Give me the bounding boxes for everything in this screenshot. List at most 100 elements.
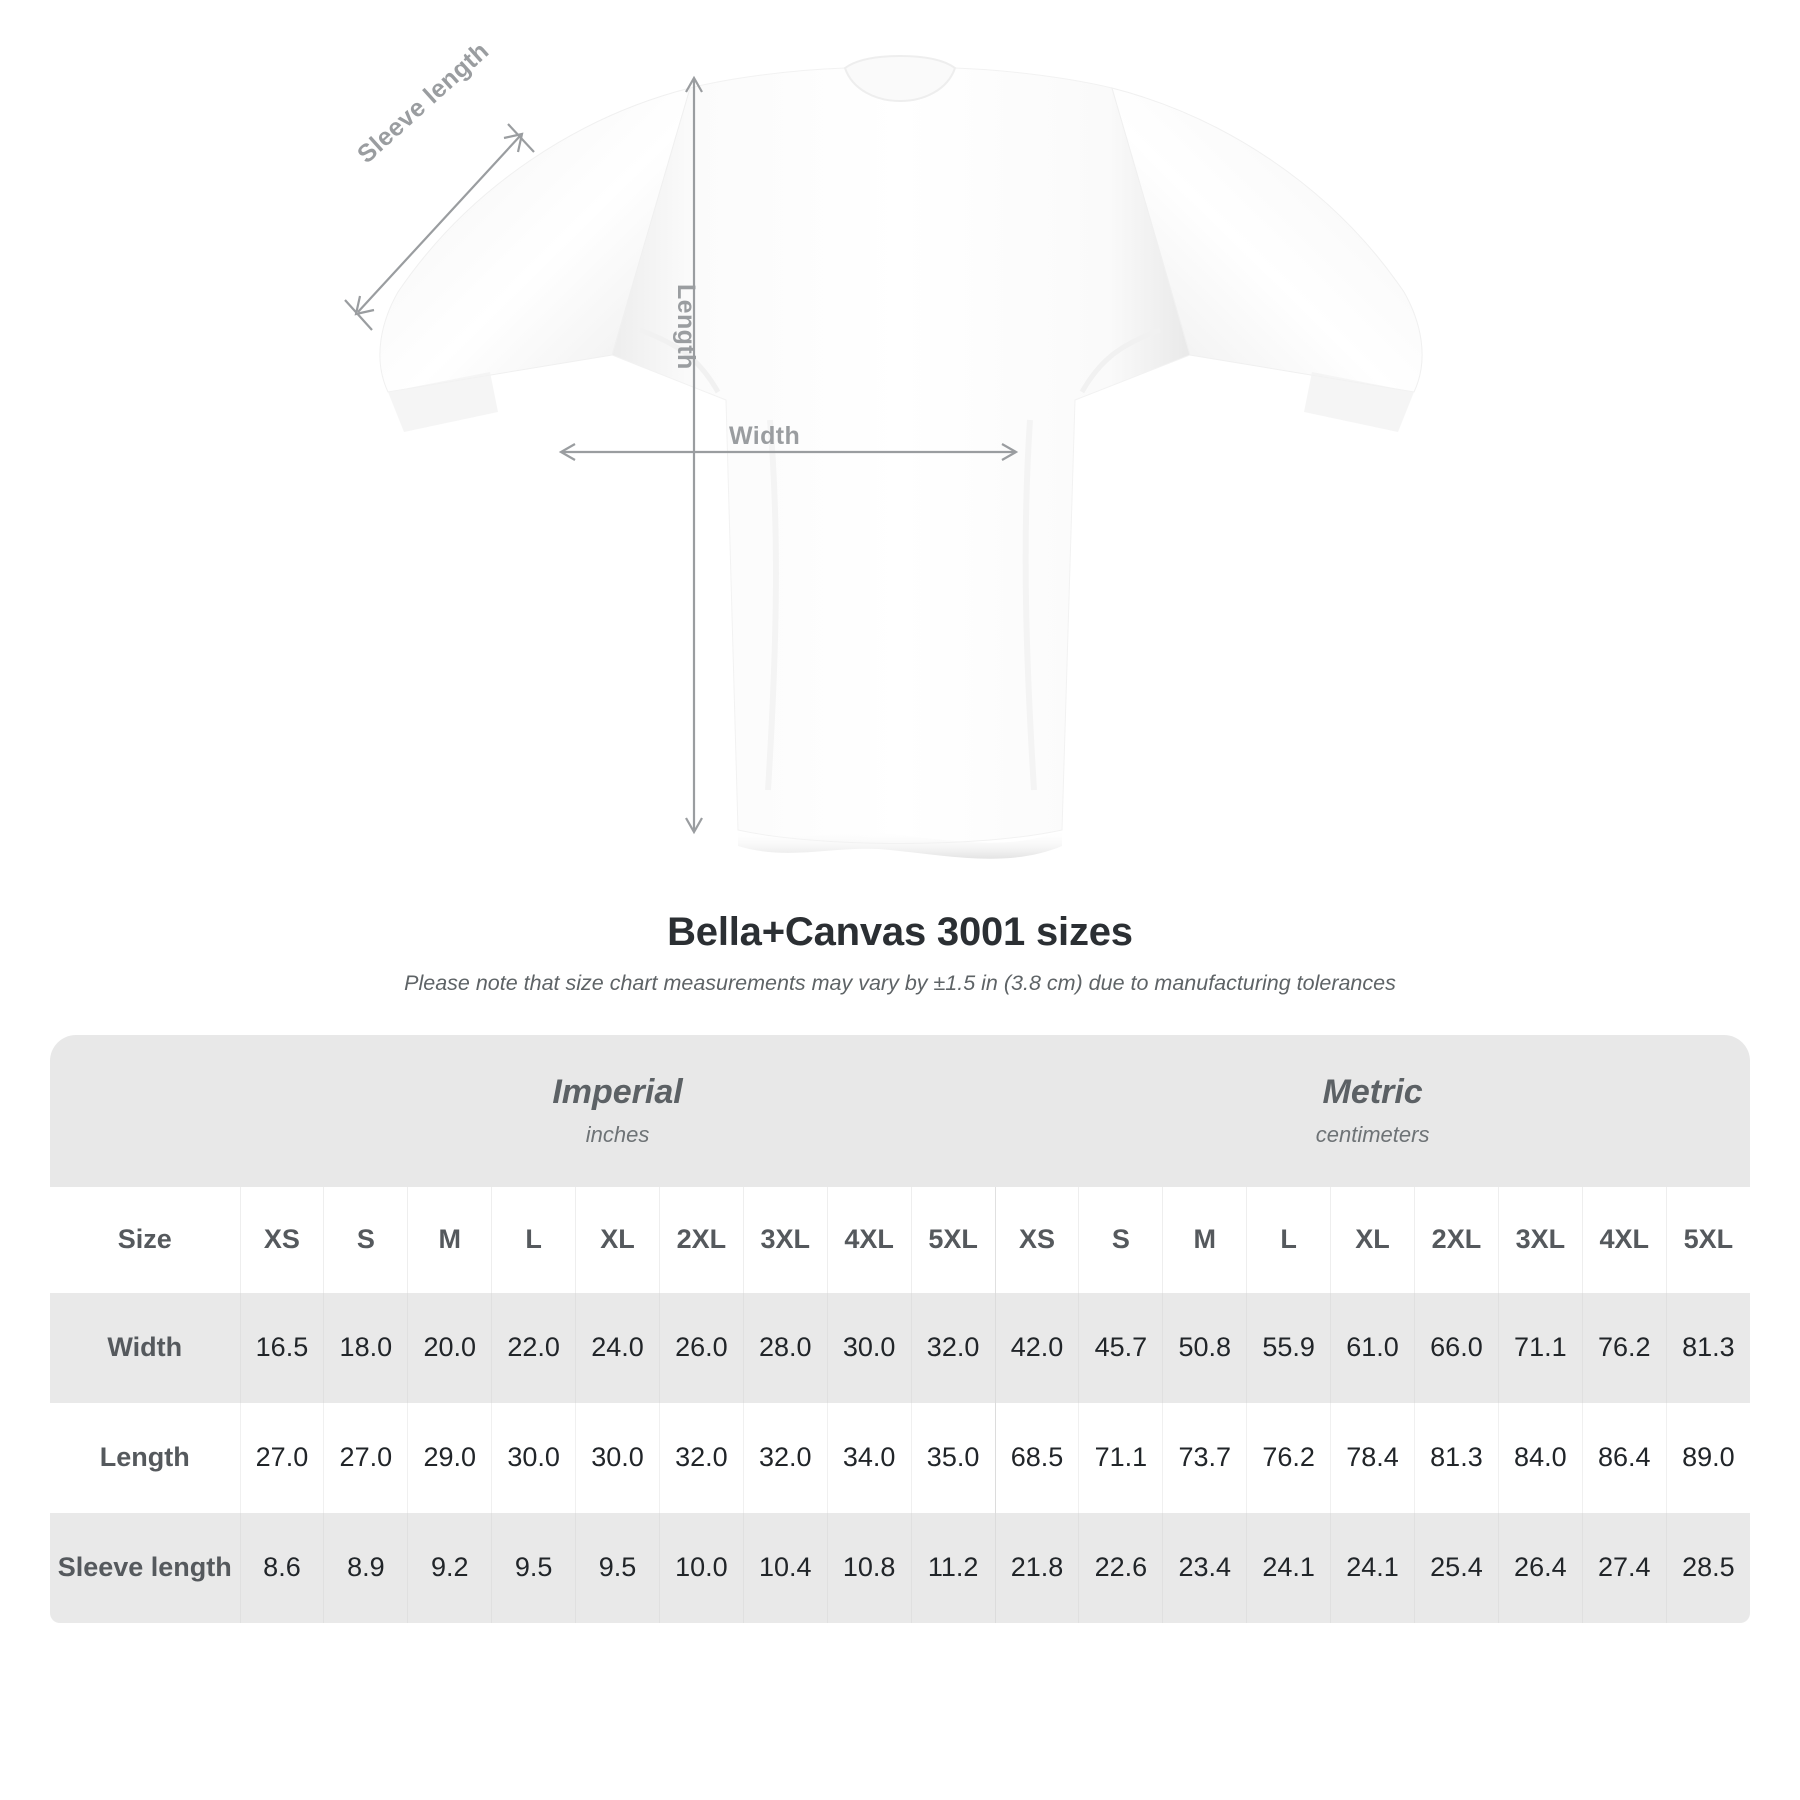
unit-banner-spacer <box>50 1034 240 1187</box>
table-cell: 28.5 <box>1665 1512 1751 1623</box>
page-title: Bella+Canvas 3001 sizes <box>667 910 1133 954</box>
table-cell: 55.9 <box>1246 1292 1331 1403</box>
table-cell: 73.7 <box>1162 1402 1247 1513</box>
size-header-cell: XS <box>239 1186 324 1293</box>
table-cell: 81.3 <box>1665 1292 1751 1403</box>
size-header-cell: XL <box>1330 1186 1415 1293</box>
table-cell: 42.0 <box>994 1292 1079 1403</box>
table-cell: 23.4 <box>1162 1512 1247 1623</box>
unit-group-metric-unit: centimeters <box>1315 1122 1430 1148</box>
table-cell: 11.2 <box>910 1512 996 1623</box>
table-cell: 78.4 <box>1330 1402 1415 1513</box>
table-row: Width 16.5 18.0 20.0 22.0 24.0 26.0 28.0… <box>50 1292 1751 1403</box>
size-header-row: Size XS S M L XL 2XL 3XL 4XL 5XL XS S M … <box>50 1186 1751 1293</box>
row-label-sleeve-length: Sleeve length <box>50 1512 240 1623</box>
table-cell: 8.6 <box>239 1512 324 1623</box>
size-header-cell: 5XL <box>1665 1186 1751 1293</box>
size-header-cell: 4XL <box>1581 1186 1667 1293</box>
table-cell: 24.0 <box>575 1292 660 1403</box>
tolerance-note: Please note that size chart measurements… <box>404 971 1396 995</box>
heading-block: Bella+Canvas 3001 sizes Please note that… <box>0 905 1800 997</box>
shirt-svg <box>344 54 1423 859</box>
table-cell: 10.8 <box>826 1512 912 1623</box>
table-cell: 81.3 <box>1414 1402 1499 1513</box>
unit-group-imperial: Imperial inches <box>240 1034 996 1187</box>
table-cell: 34.0 <box>826 1402 912 1513</box>
table-cell: 8.9 <box>323 1512 408 1623</box>
table-cell: 71.1 <box>1497 1292 1583 1403</box>
shirt-illustration <box>344 54 1423 859</box>
dimension-arrows <box>344 75 1019 835</box>
table-cell: 25.4 <box>1414 1512 1499 1623</box>
table-cell: 24.1 <box>1246 1512 1331 1623</box>
table-cell: 27.0 <box>239 1402 324 1513</box>
table-cell: 84.0 <box>1497 1402 1583 1513</box>
size-header-cell: 2XL <box>1414 1186 1499 1293</box>
size-header-cell: 2XL <box>658 1186 744 1293</box>
size-header-cell: L <box>1246 1186 1331 1293</box>
table-cell: 24.1 <box>1330 1512 1415 1623</box>
table-cell: 32.0 <box>910 1292 996 1403</box>
table-cell: 76.2 <box>1246 1402 1331 1513</box>
table-cell: 68.5 <box>994 1402 1079 1513</box>
table-cell: 50.8 <box>1162 1292 1247 1403</box>
row-label-width: Width <box>50 1292 240 1403</box>
size-header-cell: S <box>1078 1186 1163 1293</box>
table-cell: 89.0 <box>1665 1402 1751 1513</box>
size-header-cell: XL <box>575 1186 660 1293</box>
table-cell: 28.0 <box>742 1292 828 1403</box>
table-cell: 22.6 <box>1078 1512 1163 1623</box>
table-cell: 21.8 <box>994 1512 1079 1623</box>
table-cell: 45.7 <box>1078 1292 1163 1403</box>
width-dimension-label: Width <box>729 422 801 450</box>
table-cell: 76.2 <box>1581 1292 1667 1403</box>
table-cell: 27.0 <box>323 1402 408 1513</box>
table-cell: 20.0 <box>407 1292 492 1403</box>
unit-banner-row: Imperial inches Metric centimeters <box>50 1034 1751 1187</box>
size-header-cell: L <box>491 1186 576 1293</box>
unit-group-metric-name: Metric <box>1322 1073 1423 1111</box>
table-cell: 16.5 <box>239 1292 324 1403</box>
table-cell: 30.0 <box>826 1292 912 1403</box>
table-cell: 71.1 <box>1078 1402 1163 1513</box>
table-cell: 26.0 <box>658 1292 744 1403</box>
table-cell: 35.0 <box>910 1402 996 1513</box>
table-cell: 66.0 <box>1414 1292 1499 1403</box>
garment-diagram: Sleeve length Length Width <box>344 37 1423 859</box>
unit-group-metric: Metric centimeters <box>995 1034 1751 1187</box>
table-cell: 10.4 <box>742 1512 828 1623</box>
size-header-label: Size <box>50 1186 240 1293</box>
table-row: Sleeve length 8.6 8.9 9.2 9.5 9.5 10.0 1… <box>50 1512 1751 1623</box>
size-header-cell: 5XL <box>910 1186 996 1293</box>
table-cell: 61.0 <box>1330 1292 1415 1403</box>
table-cell: 32.0 <box>742 1402 828 1513</box>
table-cell: 86.4 <box>1581 1402 1667 1513</box>
size-header-cell: 4XL <box>826 1186 912 1293</box>
table-cell: 22.0 <box>491 1292 576 1403</box>
table-cell: 9.5 <box>491 1512 576 1623</box>
size-header-cell: M <box>407 1186 492 1293</box>
row-label-length: Length <box>50 1402 240 1513</box>
table-cell: 30.0 <box>491 1402 576 1513</box>
table-cell: 26.4 <box>1497 1512 1583 1623</box>
shirt-body <box>379 54 1423 859</box>
size-chart-container: Imperial inches Metric centimeters Size … <box>50 1034 1751 1623</box>
table-cell: 9.2 <box>407 1512 492 1623</box>
table-cell: 30.0 <box>575 1402 660 1513</box>
table-cell: 9.5 <box>575 1512 660 1623</box>
table-cell: 27.4 <box>1581 1512 1667 1623</box>
size-chart-table: Imperial inches Metric centimeters Size … <box>50 1034 1751 1623</box>
length-dimension-label: Length <box>672 284 700 370</box>
size-header-cell: S <box>323 1186 408 1293</box>
table-cell: 18.0 <box>323 1292 408 1403</box>
table-cell: 29.0 <box>407 1402 492 1513</box>
table-cell: 10.0 <box>658 1512 744 1623</box>
size-header-cell: 3XL <box>1497 1186 1583 1293</box>
unit-group-imperial-unit: inches <box>585 1122 650 1148</box>
size-header-cell: XS <box>994 1186 1079 1293</box>
unit-group-imperial-name: Imperial <box>552 1073 683 1111</box>
table-row: Length 27.0 27.0 29.0 30.0 30.0 32.0 32.… <box>50 1402 1751 1513</box>
size-header-cell: M <box>1162 1186 1247 1293</box>
size-header-cell: 3XL <box>742 1186 828 1293</box>
sleeve-arrow-line <box>357 135 521 313</box>
